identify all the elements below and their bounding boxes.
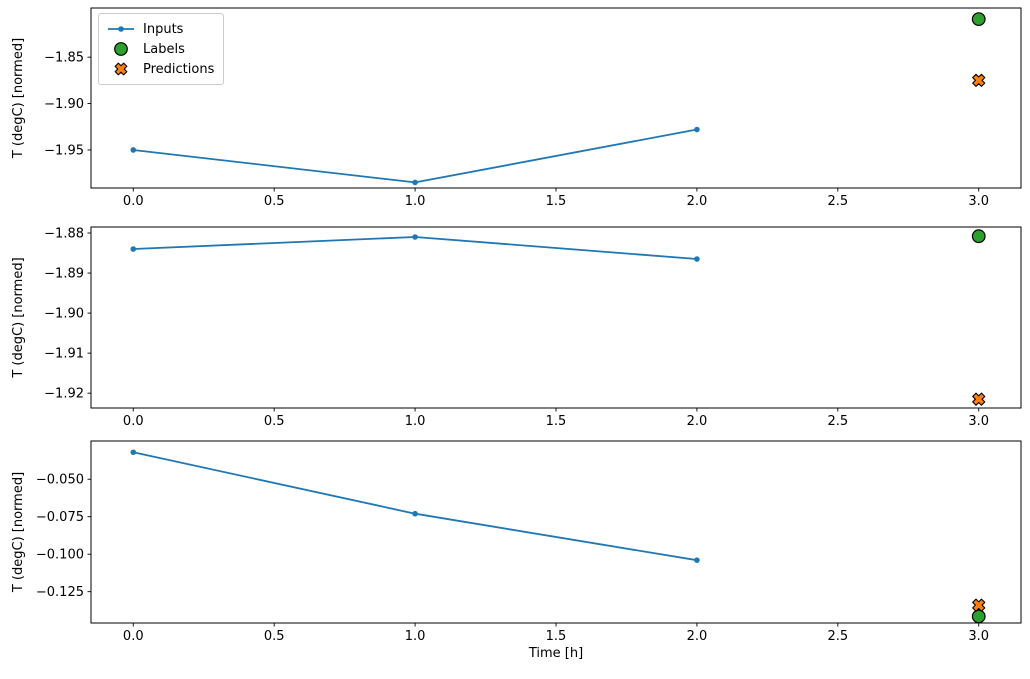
y-tick-label: −1.90 xyxy=(44,307,84,322)
legend: Inputs Labels Predictions xyxy=(98,13,225,85)
x-tick-label: 2.0 xyxy=(687,414,708,429)
y-tick-label: −1.85 xyxy=(44,51,84,66)
legend-line-dot-icon xyxy=(108,26,134,32)
y-tick-label: −1.88 xyxy=(44,227,84,242)
legend-label: Inputs xyxy=(143,21,184,37)
inputs-point xyxy=(412,510,418,517)
labels-marker xyxy=(971,609,986,623)
inputs-point xyxy=(694,557,700,563)
y-axis-label: T (degC) [normed] xyxy=(11,38,26,159)
labels-marker xyxy=(971,12,986,27)
x-tick-label: 2.0 xyxy=(687,194,708,209)
labels-marker xyxy=(971,229,986,244)
inputs-line xyxy=(133,128,698,184)
inputs-line xyxy=(133,451,698,562)
subplot-1: −1.85 −1.90 −1.95 0.0 0.5 1.0 1.5 2.0 2.5 3.0 T (d… xyxy=(11,7,1022,209)
x-tick-label: 1.0 xyxy=(405,194,426,209)
x-tick-label: 1.5 xyxy=(546,629,567,644)
y-axis-label: T (degC) [normed] xyxy=(11,472,26,593)
inputs-point xyxy=(412,234,418,240)
y-tick-label: −1.95 xyxy=(44,143,84,158)
inputs-line xyxy=(133,236,697,260)
plot-area xyxy=(130,12,986,186)
x-tick-label: 0.0 xyxy=(123,629,144,644)
subplot-3: −0.050 −0.075 −0.100 −0.125 0.0 0.5 1.0 1.5 2.0 2… xyxy=(11,440,1022,661)
subplot-2: −1.88 −1.89 −1.90 −1.91 −1.92 0.0 0.5 1.0 1.5 2.0… xyxy=(11,226,1022,429)
legend-label: Predictions xyxy=(143,61,215,77)
y-tick-label: −1.91 xyxy=(44,347,84,362)
x-tick-label: 2.0 xyxy=(687,629,708,644)
x-tick-label: 3.0 xyxy=(968,629,989,644)
x-tick-label: 0.5 xyxy=(264,194,285,209)
x-tick-label: 3.0 xyxy=(968,414,989,429)
legend-item-inputs: Inputs xyxy=(106,19,214,39)
legend-circle-icon xyxy=(114,42,128,56)
predictions-marker xyxy=(972,598,986,612)
axes-spines xyxy=(90,440,1022,624)
inputs-point xyxy=(130,449,137,456)
inputs-point xyxy=(130,246,137,252)
predictions-marker xyxy=(972,73,986,87)
x-tick-label: 1.5 xyxy=(546,194,567,209)
x-tick-label: 1.0 xyxy=(405,629,426,644)
x-tick-label: 2.5 xyxy=(827,629,848,644)
plot-area xyxy=(130,449,986,623)
x-tick-label: 0.5 xyxy=(264,414,285,429)
y-tick-label: −1.92 xyxy=(44,387,84,402)
axes-spines xyxy=(90,226,1022,409)
legend-x-icon xyxy=(114,62,128,76)
y-tick-label: −1.89 xyxy=(44,267,84,282)
x-tick-label: 0.5 xyxy=(264,629,285,644)
x-tick-label: 2.5 xyxy=(827,414,848,429)
x-tick-label: 1.0 xyxy=(405,414,426,429)
legend-label: Labels xyxy=(143,41,185,57)
y-tick-label: −1.90 xyxy=(44,97,84,112)
inputs-point xyxy=(412,179,418,186)
predictions-marker xyxy=(972,392,986,406)
x-axis-label: Time [h] xyxy=(528,646,583,661)
x-tick-label: 1.5 xyxy=(546,414,567,429)
x-tick-label: 0.0 xyxy=(123,194,144,209)
y-tick-label: −0.075 xyxy=(36,510,84,525)
x-tick-label: 2.5 xyxy=(827,194,848,209)
y-tick-label: −0.100 xyxy=(36,548,84,563)
axes-spines xyxy=(90,7,1022,189)
y-tick-label: −0.050 xyxy=(36,473,84,488)
y-tick-label: −0.125 xyxy=(36,585,84,600)
inputs-point xyxy=(130,147,137,153)
y-axis-label: T (degC) [normed] xyxy=(11,257,26,378)
plot-area xyxy=(130,229,986,406)
legend-item-labels: Labels xyxy=(106,39,214,59)
x-tick-label: 0.0 xyxy=(123,414,144,429)
inputs-point xyxy=(694,256,700,262)
legend-item-predictions: Predictions xyxy=(106,59,214,79)
inputs-point xyxy=(694,126,700,133)
x-tick-label: 3.0 xyxy=(968,194,989,209)
